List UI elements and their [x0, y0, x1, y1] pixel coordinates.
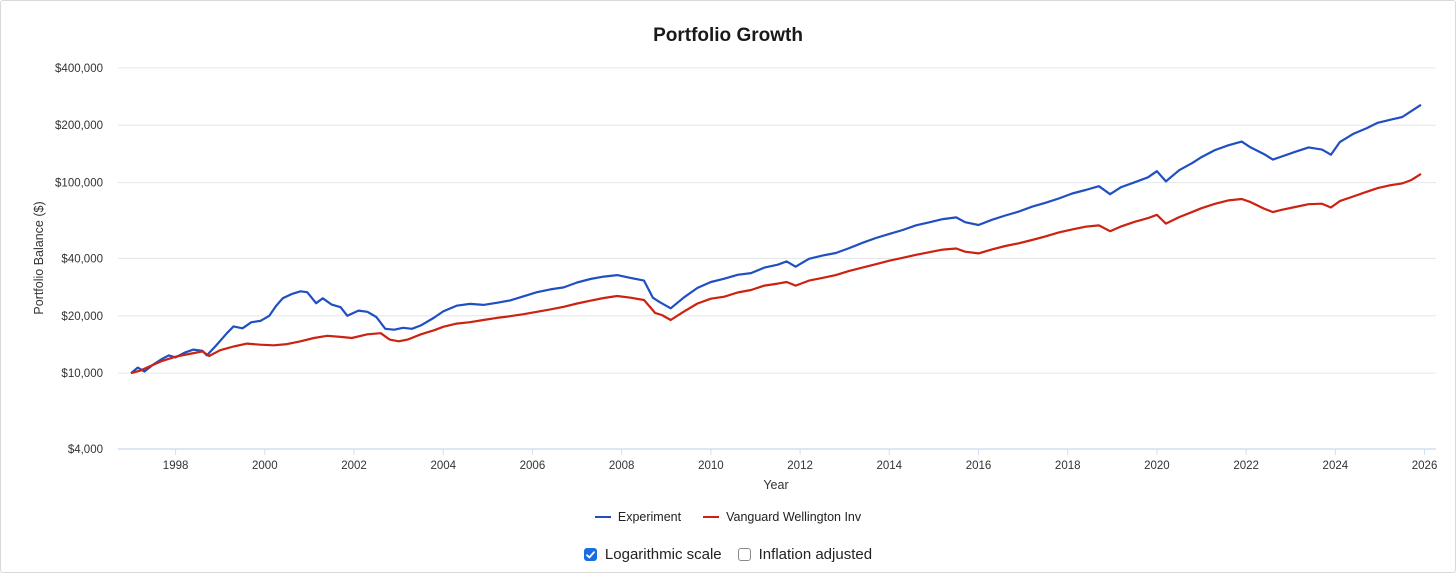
chart-options: Logarithmic scale Inflation adjusted [0, 546, 1456, 563]
x-tick-label: 2010 [698, 460, 724, 472]
y-tick-label: $200,000 [55, 120, 103, 132]
legend-swatch-experiment [594, 516, 611, 518]
legend-swatch-wellington [703, 516, 720, 518]
y-tick-label: $20,000 [61, 311, 103, 323]
x-tick-label: 2016 [966, 460, 992, 472]
x-tick-label: 2018 [1055, 460, 1081, 472]
log-scale-checkbox[interactable] [583, 548, 597, 561]
x-tick-label: 2006 [520, 460, 546, 472]
x-tick-label: 2004 [430, 460, 456, 472]
y-tick-label: $400,000 [55, 63, 103, 75]
x-tick-label: 2022 [1233, 460, 1259, 472]
legend-label-experiment: Experiment [617, 510, 682, 524]
x-tick-label: 2026 [1412, 460, 1438, 472]
log-scale-label: Logarithmic scale [604, 546, 722, 563]
chart-canvas: $4,000 $10,000 $20,000 $40,000 $100,000 $200,… [32, 63, 1438, 492]
x-tick-label: 2024 [1323, 460, 1349, 472]
checkmark-icon [586, 550, 595, 558]
x-tick-label: 2002 [341, 460, 367, 472]
x-tick-label: 2012 [787, 460, 813, 472]
y-tick-label: $40,000 [61, 253, 103, 265]
x-axis-title: Year [763, 478, 788, 492]
legend-item-experiment[interactable]: Experiment [594, 510, 682, 524]
inflation-toggle[interactable]: Inflation adjusted [737, 546, 873, 563]
y-tick-label: $4,000 [68, 444, 103, 456]
x-tick-label: 2000 [252, 460, 278, 472]
series-line-wellington[interactable] [130, 172, 1422, 375]
x-tick-label: 1998 [163, 460, 189, 472]
legend-label-wellington: Vanguard Wellington Inv [726, 510, 862, 524]
inflation-checkbox[interactable] [737, 548, 751, 561]
legend: Experiment Vanguard Wellington Inv [0, 510, 1456, 524]
y-axis-title: Portfolio Balance ($) [32, 201, 46, 314]
x-tick-label: 2014 [877, 460, 903, 472]
log-scale-toggle[interactable]: Logarithmic scale [583, 546, 722, 563]
chart-title: Portfolio Growth [653, 25, 803, 46]
series-line-experiment[interactable] [130, 103, 1422, 375]
legend-item-wellington[interactable]: Vanguard Wellington Inv [703, 510, 861, 524]
x-tick-label: 2020 [1144, 460, 1170, 472]
x-tick-label: 2008 [609, 460, 635, 472]
y-tick-label: $10,000 [61, 368, 103, 380]
y-tick-label: $100,000 [55, 178, 103, 190]
inflation-label: Inflation adjusted [758, 546, 873, 563]
